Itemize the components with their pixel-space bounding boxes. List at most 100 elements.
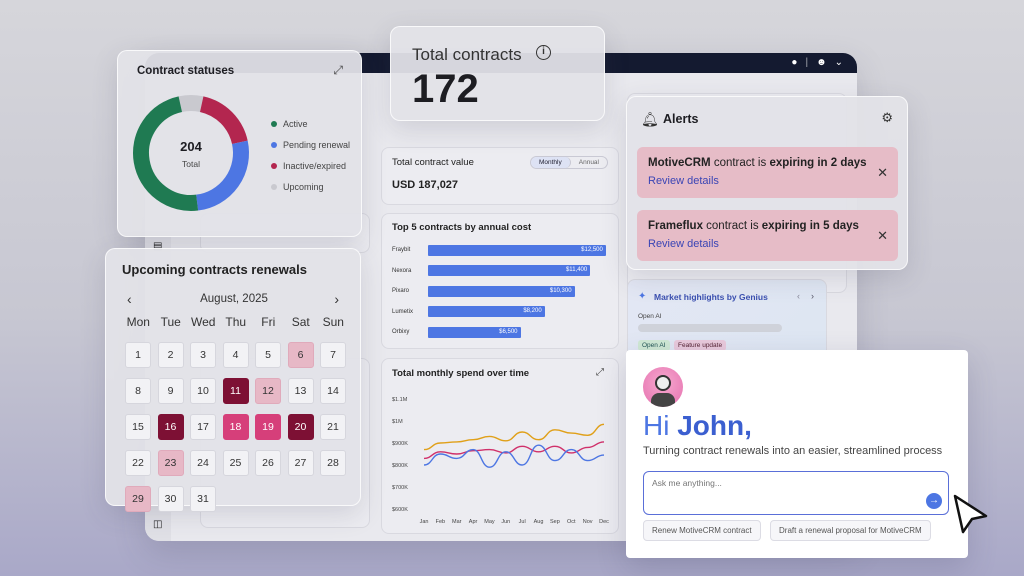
cursor-icon [953,494,988,534]
review-details-link[interactable]: Review details [648,238,719,250]
x-tick-label: Dec [599,519,609,525]
calendar-month: August, 2025 [200,293,268,305]
status-legend: Active Pending renewal Inactive/expired … [271,113,350,197]
calendar-day[interactable]: 11 [222,378,249,404]
calendar-day[interactable]: 17 [190,414,216,440]
calendar-day[interactable]: 23 [157,450,184,476]
x-tick-label: Oct [567,519,576,525]
review-details-link[interactable]: Review details [648,175,719,187]
calendar-day[interactable]: 27 [287,450,314,476]
calendar-day[interactable]: 25 [222,450,249,476]
calendar-day[interactable]: 24 [190,450,216,476]
suggestion-chip[interactable]: Renew MotiveCRM contract [643,520,761,541]
calendar-day[interactable]: 28 [320,450,346,476]
legend-item-active: Active [271,113,350,134]
y-tick-label: $1M [392,419,403,425]
alert-expiry: expiring in 5 days [761,220,859,232]
calendar-day[interactable]: 4 [222,342,249,368]
calendar-grid: Mon Tue Wed Thu Fri Sat Sun 1 2 3 4 5 6 7 8 9 10 11 12 13 14… [122,315,350,519]
toggle-monthly[interactable]: Monthly [530,157,571,168]
expand-icon[interactable]: ⤢ [596,367,604,378]
user-icon[interactable]: ☻ [816,57,827,68]
chevron-right-icon[interactable]: › [811,291,814,301]
weekday-header: Sat [291,315,310,329]
close-icon[interactable]: ✕ [877,228,888,243]
bar-value-label: $11,400 [565,267,588,273]
calendar-day[interactable]: 15 [125,414,151,440]
calendar-day[interactable]: 14 [320,378,346,404]
calendar-day[interactable]: 13 [287,378,314,404]
spend-series-line-1 [423,441,605,460]
calendar-day[interactable]: 18 [222,414,249,440]
calendar-day[interactable]: 3 [190,342,216,368]
legend-item-pending: Pending renewal [271,134,350,155]
expand-icon[interactable]: ⤢ [333,63,343,77]
contract-statuses-title: Contract statuses [137,65,235,77]
assistant-chat-card: Hi John, Turning contract renewals into … [626,350,968,558]
calendar-day[interactable]: 19 [255,414,281,440]
document-icon[interactable]: ▤ [153,241,163,252]
calendar-day[interactable]: 1 [125,342,151,368]
sparkle-icon: ✦ [638,291,647,302]
suggestion-chip[interactable]: Draft a renewal proposal for MotiveCRM [770,520,931,541]
gear-icon[interactable]: ⚙ [881,110,893,125]
alert-text: MotiveCRM contract is expiring in 2 days [648,157,887,169]
weekday-header: Tue [160,315,181,329]
alert-item: MotiveCRM contract is expiring in 2 days… [637,147,898,198]
calendar-day[interactable]: 31 [190,486,216,512]
close-icon[interactable]: ✕ [877,165,888,180]
bar-label: Nexora [392,267,412,274]
weekday-header: Sun [322,315,344,329]
bar-label: Lumetix [392,308,414,315]
x-tick-label: Sep [550,519,560,525]
chevron-down-icon[interactable]: ⌄ [834,57,843,68]
panel-title: Total monthly spend over time [392,368,530,379]
info-icon[interactable]: i [536,45,551,60]
legend-item-inactive: Inactive/expired [271,155,350,176]
calendar-day[interactable]: 12 [255,378,281,404]
calendar-day[interactable]: 8 [125,378,151,404]
market-title: Market highlights by Genius [654,292,768,302]
calendar-day[interactable]: 21 [320,414,346,440]
calendar-day[interactable]: 30 [157,486,184,512]
alert-text: Frameflux contract is expiring in 5 days [648,220,887,232]
chevron-right-icon[interactable]: › [334,291,339,307]
ask-input-box[interactable]: → [643,471,949,515]
divider: | [805,57,809,68]
calendar-day[interactable]: 26 [255,450,281,476]
book-icon[interactable]: ◫ [153,519,163,530]
total-contract-value: USD 187,027 [392,179,459,191]
market-highlights-panel: ✦ Market highlights by Genius ‹ › Open A… [627,279,827,359]
spend-series-line-0 [423,423,605,451]
calendar-day[interactable]: 7 [320,342,346,368]
calendar-day[interactable]: 16 [157,414,184,440]
alert-expiry: expiring in 2 days [769,157,867,169]
monthly-spend-line-chart: $1.1M $1M $900K $800K $700K $600K Jan Feb Mar Apr… [392,397,609,525]
calendar-day[interactable]: 9 [157,378,184,404]
calendar-day[interactable]: 6 [287,342,314,368]
calendar-day[interactable]: 5 [255,342,281,368]
bar: $6,500 [428,326,521,338]
x-tick-label: Jan [420,519,429,525]
calendar-day[interactable]: 10 [190,378,216,404]
bar-value-label: $6,500 [499,328,518,335]
donut-slice-upcoming [178,95,204,113]
calendar-day[interactable]: 2 [157,342,184,368]
legend-item-upcoming: Upcoming [271,176,350,197]
chevron-left-icon[interactable]: ‹ [127,291,132,307]
period-toggle[interactable]: Monthly Annual [529,156,608,169]
calendar-day[interactable]: 29 [125,486,151,512]
toggle-annual[interactable]: Annual [578,159,599,166]
bar: $8,200 [428,306,545,317]
bell-icon[interactable]: ● [791,57,798,68]
chevron-left-icon[interactable]: ‹ [797,291,800,301]
weekday-header: Fri [261,315,276,329]
donut-slice-inactive-expired [199,96,248,145]
calendar-day[interactable]: 20 [287,414,314,440]
send-arrow-icon[interactable]: → [926,493,942,509]
donut-slice-pending-renewal [195,140,249,211]
bar: $10,300 [428,285,575,297]
ask-input[interactable] [652,478,912,488]
bar-row: Nexora $11,400 [392,265,591,277]
calendar-day[interactable]: 22 [125,450,151,476]
